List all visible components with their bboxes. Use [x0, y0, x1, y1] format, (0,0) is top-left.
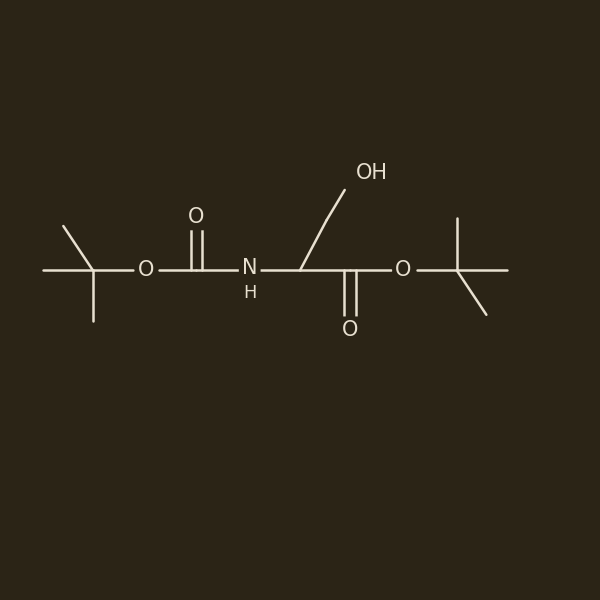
Text: O: O [188, 207, 205, 227]
Text: OH: OH [356, 163, 388, 183]
Text: O: O [342, 320, 358, 340]
Text: H: H [243, 284, 256, 302]
Text: O: O [395, 260, 412, 280]
Text: O: O [138, 260, 154, 280]
Text: N: N [242, 258, 257, 278]
